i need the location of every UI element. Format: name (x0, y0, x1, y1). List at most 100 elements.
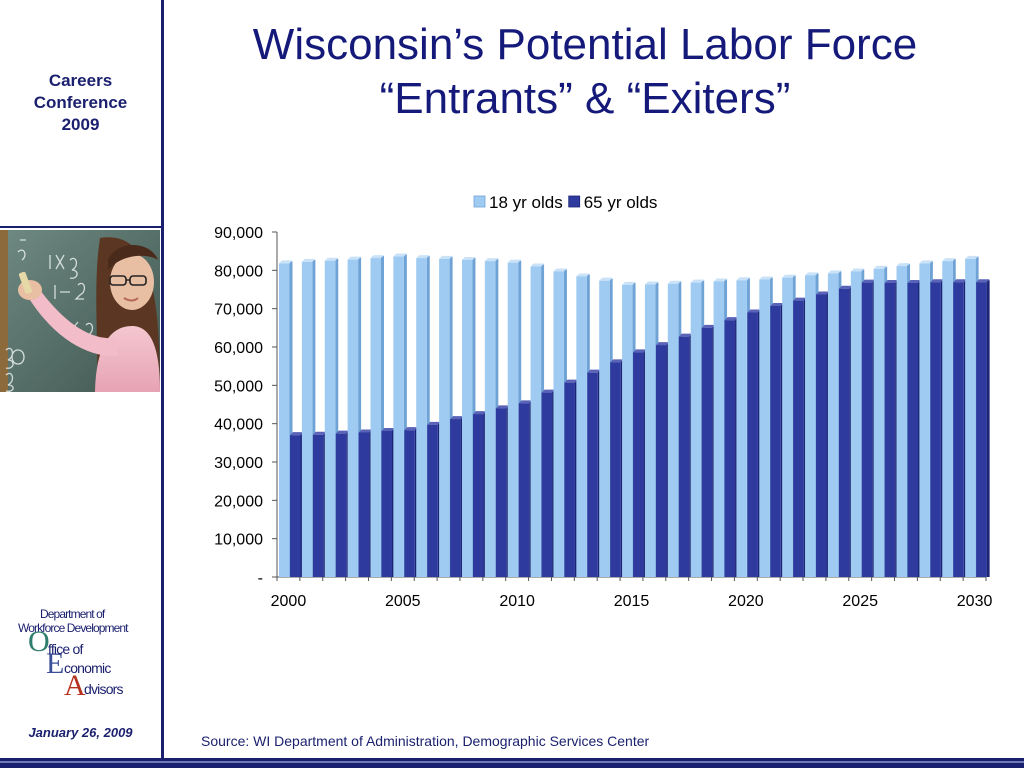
bar-face (747, 312, 758, 577)
bar-65-yr-olds (587, 369, 601, 577)
bar-face (861, 282, 873, 577)
conference-line: Careers (48, 71, 113, 90)
bar-face (335, 433, 347, 577)
bar-side (986, 280, 990, 577)
bar-top (759, 276, 773, 280)
bar-face (953, 282, 964, 577)
bar-side (289, 261, 293, 577)
bar-65-yr-olds (976, 279, 990, 577)
chart-legend: 18 yr olds 65 yr olds (473, 193, 658, 212)
bar-65-yr-olds (450, 416, 464, 577)
bar-top (416, 255, 430, 259)
bar-face (930, 282, 941, 577)
bar-65-yr-olds (335, 430, 350, 577)
bar-top (633, 349, 647, 353)
bar-face (782, 277, 793, 577)
bar-top (599, 277, 613, 281)
bar-face (576, 276, 587, 577)
bar-face (896, 266, 908, 577)
conference-title: Careers Conference 2009 (0, 70, 161, 136)
legend-swatch (473, 195, 486, 208)
bar-side (335, 258, 339, 577)
bar-top (427, 421, 441, 425)
bar-top (701, 324, 716, 328)
bar-top (622, 281, 636, 285)
bar-top (713, 278, 728, 282)
bar-face (541, 392, 553, 577)
bar-face (450, 419, 461, 577)
bar-face (439, 258, 450, 577)
y-tick-label: 50,000 (214, 378, 263, 395)
bar-face (770, 305, 781, 577)
y-tick-label: 60,000 (214, 340, 263, 357)
bar-65-yr-olds (358, 429, 373, 577)
bar-top (439, 255, 453, 259)
bar-18-yr-olds (370, 255, 384, 577)
bar-top (827, 270, 842, 274)
bar-face (587, 372, 598, 577)
bar-top (805, 272, 819, 276)
bar-top (907, 279, 922, 283)
bar-face (965, 258, 976, 577)
bar-top (678, 333, 693, 337)
y-tick-label: 40,000 (214, 417, 263, 434)
bar-face (655, 345, 667, 577)
bar-top (576, 273, 590, 277)
bar-face (622, 284, 633, 577)
bar-18-yr-olds (439, 255, 453, 577)
logo-letter-a: A (64, 669, 86, 702)
slide-title-line: Wisconsin’s Potential Labor Force (252, 20, 918, 69)
legend-label: 65 yr olds (584, 193, 658, 212)
bar-side (449, 256, 453, 577)
slide-title-line: “Entrants” & “Exiters” (379, 74, 791, 123)
teacher-photo (0, 230, 160, 392)
bar-face (942, 261, 953, 577)
bar-face (358, 432, 370, 577)
bar-top (335, 430, 350, 434)
bar-top (541, 389, 556, 393)
bar-top (484, 258, 499, 262)
bar-top (747, 309, 761, 313)
bar-face (690, 282, 702, 577)
bar-top (690, 279, 705, 283)
bar-65-yr-olds (793, 297, 807, 577)
bar-face (976, 282, 987, 577)
logo-letter-e: E (46, 647, 65, 680)
bar-top (965, 255, 979, 259)
bar-face (279, 263, 290, 577)
bar-face (370, 258, 381, 577)
bar-face (484, 261, 496, 577)
x-tick-label: 2025 (842, 593, 878, 610)
bar-18-yr-olds (393, 253, 407, 577)
bar-top (495, 405, 510, 409)
bar-side (380, 256, 384, 577)
bar-face (312, 434, 324, 577)
bar-top (301, 258, 316, 262)
bar-face (838, 288, 850, 577)
bar-face (461, 259, 473, 577)
bar-top (530, 263, 545, 267)
bar-18-yr-olds (324, 257, 339, 577)
bar-face (347, 259, 359, 577)
bar-face (850, 271, 862, 577)
bar-face (644, 284, 656, 577)
bar-65-yr-olds (564, 379, 578, 577)
bar-face (495, 408, 507, 577)
bottom-rule (0, 758, 1024, 768)
bar-face (907, 282, 919, 577)
bar-face (290, 435, 301, 577)
bar-side (312, 259, 316, 577)
bar-65-yr-olds (312, 431, 327, 577)
y-tick-label: - (258, 570, 263, 587)
logo-word: conomic (64, 660, 111, 676)
conference-line: Conference (33, 93, 128, 112)
bar-face (827, 273, 839, 577)
bar-18-yr-olds (301, 258, 316, 577)
y-tick-label: 80,000 (214, 263, 263, 280)
bar-face (713, 281, 725, 577)
source-note: Source: WI Department of Administration,… (201, 733, 650, 749)
bar-top (782, 274, 796, 278)
bar-top (953, 279, 967, 283)
y-tick-label: 70,000 (214, 302, 263, 319)
bar-65-yr-olds (953, 279, 967, 577)
